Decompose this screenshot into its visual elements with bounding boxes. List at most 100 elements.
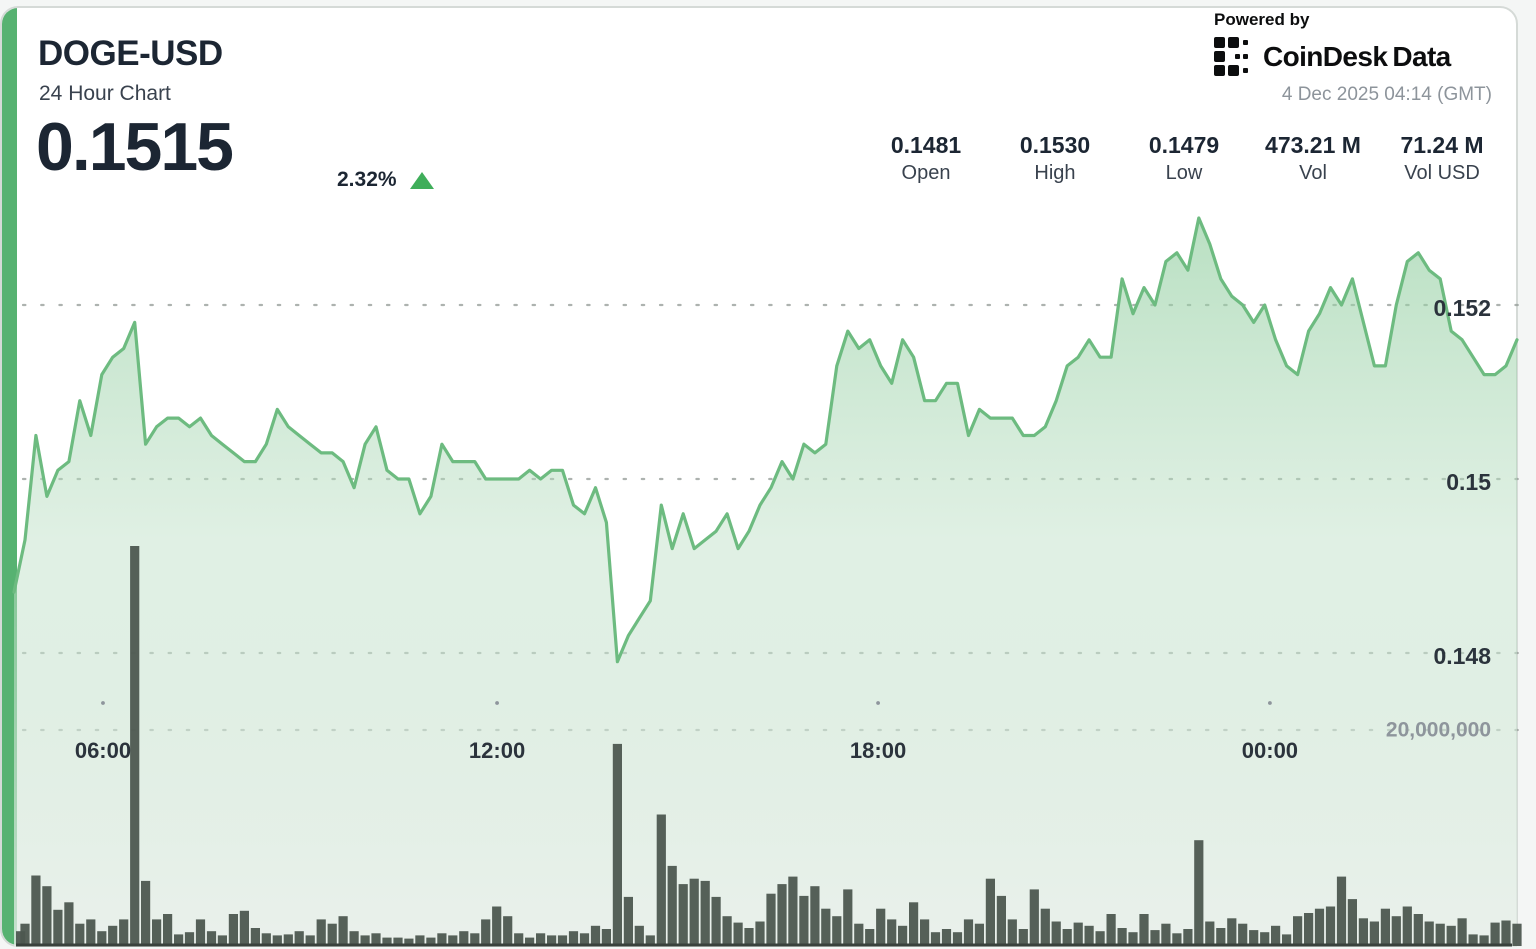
volume-bar — [64, 902, 74, 947]
volume-bar — [338, 916, 348, 947]
y-axis-price-label: 0.152 — [1433, 295, 1491, 321]
chart-subtitle: 24 Hour Chart — [39, 82, 171, 105]
volume-bar — [152, 919, 162, 947]
volume-bar — [1325, 906, 1336, 946]
volume-bar — [283, 934, 293, 947]
volume-bar — [777, 884, 787, 947]
volume-bar — [941, 929, 952, 946]
volume-bar — [755, 921, 765, 946]
volume-bar — [1512, 923, 1522, 947]
volume-bar — [1007, 919, 1017, 947]
accent-stripe — [2, 8, 17, 945]
volume-bar — [920, 919, 930, 947]
volume-bar — [97, 931, 107, 947]
volume-bar — [799, 895, 809, 947]
volume-bar — [1150, 930, 1160, 947]
stat-label: High — [1034, 162, 1076, 184]
x-tick-dot — [495, 701, 499, 705]
volume-bar — [371, 933, 381, 946]
volume-bar — [1084, 925, 1094, 946]
volume-bar — [1413, 914, 1423, 946]
volume-bar — [195, 919, 206, 947]
volume-bar — [1205, 921, 1215, 946]
volume-bar — [1468, 934, 1478, 947]
volume-bar — [1347, 899, 1357, 947]
volume-bar — [492, 906, 502, 946]
volume-bar — [700, 880, 710, 947]
volume-bar — [31, 875, 41, 946]
volume-bar — [415, 935, 425, 946]
volume-bar — [974, 923, 984, 947]
volume-bar — [678, 884, 688, 947]
volume-bar — [174, 934, 184, 947]
volume-bar — [130, 546, 140, 947]
volume-bar — [1040, 908, 1050, 947]
x-tick-dot — [876, 701, 880, 705]
volume-bar — [360, 935, 370, 946]
volume-bar — [305, 935, 315, 946]
price-line — [12, 216, 1519, 664]
stat-label: Vol — [1299, 162, 1327, 184]
volume-bar — [1018, 929, 1028, 946]
volume-bar — [1271, 925, 1281, 946]
volume-bar — [1194, 840, 1204, 946]
volume-bar — [349, 931, 359, 947]
volume-bar — [876, 908, 886, 947]
volume-bar — [1249, 930, 1259, 947]
stat-open: 0.1481 Open — [876, 132, 976, 185]
stat-value: 473.21 M — [1265, 132, 1361, 158]
volume-bar — [1128, 932, 1138, 946]
volume-bar — [536, 933, 546, 946]
volume-bar — [53, 909, 63, 947]
volume-bar — [1391, 916, 1401, 947]
volume-bar — [481, 919, 491, 947]
stat-value: 0.1481 — [890, 132, 962, 158]
stat-high: 0.1530 High — [1005, 132, 1105, 185]
volume-bar — [667, 865, 677, 947]
volume-bar — [810, 886, 820, 946]
volume-bar — [1490, 922, 1500, 946]
volume-bar — [547, 935, 557, 946]
volume-bar — [1424, 921, 1434, 946]
page-title: DOGE-USD — [38, 34, 223, 73]
volume-bar — [733, 922, 743, 946]
coindesk-data-logo[interactable]: CoinDesk Data — [1214, 37, 1492, 77]
volume-bar — [42, 886, 52, 946]
price-change: 2.32% — [337, 168, 434, 192]
volume-bar — [590, 925, 601, 946]
volume-bar — [985, 878, 995, 946]
volume-bar — [996, 895, 1006, 947]
volume-bar — [568, 931, 579, 947]
volume-bar — [163, 914, 173, 946]
powered-by-label: Powered by — [1214, 10, 1310, 29]
volume-bar — [744, 928, 754, 947]
volume-bar — [1095, 931, 1105, 947]
brand-primary: CoinDesk — [1263, 41, 1388, 72]
volume-bar — [404, 938, 414, 946]
volume-bar — [909, 902, 919, 947]
volume-bar — [722, 916, 732, 947]
stat-value: 0.1479 — [1148, 132, 1220, 158]
volume-bar — [459, 931, 469, 947]
volume-bar — [1402, 906, 1412, 946]
volume-bar — [1336, 876, 1347, 947]
volume-bar — [437, 933, 447, 946]
volume-bar — [1457, 918, 1467, 946]
x-axis-time-label: 06:00 — [75, 738, 131, 763]
volume-bar — [1446, 925, 1456, 946]
volume-bar — [788, 876, 798, 947]
stat-label: Low — [1165, 162, 1203, 184]
volume-bar — [557, 935, 568, 946]
volume-bar — [1358, 918, 1368, 946]
volume-bar — [601, 929, 611, 946]
volume-bar — [1238, 923, 1248, 947]
y-axis-price-label: 0.148 — [1433, 643, 1491, 669]
price-area-fill — [14, 218, 1517, 947]
volume-bar — [1029, 889, 1039, 946]
stats-row: 0.1481 Open 0.1530 High 0.1479 Low 473.2… — [876, 132, 1492, 185]
volume-bar — [382, 937, 392, 947]
volume-bar — [963, 919, 974, 947]
volume-bar — [832, 916, 842, 947]
volume-bar — [689, 878, 699, 946]
volume-bar — [645, 935, 655, 946]
